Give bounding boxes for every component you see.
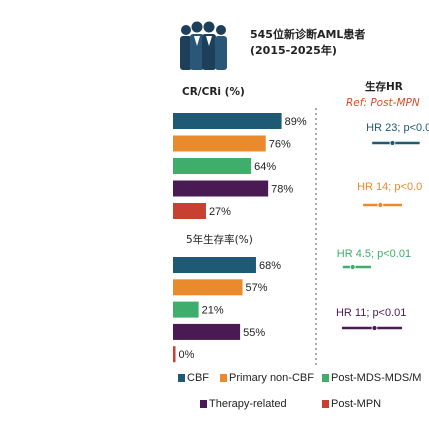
hr-label: HR 14; p<0.0: [357, 181, 422, 193]
value-label: 78%: [271, 183, 293, 195]
hr-point: [389, 140, 396, 146]
bar: [173, 158, 252, 174]
hr-title: 生存HR: [365, 80, 403, 93]
value-label: 64%: [254, 161, 276, 173]
header-subtitle: (2015-2025年): [250, 43, 337, 57]
hr-label: HR 23; p<0.0: [366, 122, 429, 134]
value-label: 21%: [202, 305, 224, 317]
hr-label: HR 11; p<0.01: [336, 307, 406, 319]
bar: [173, 346, 176, 363]
bar: [173, 113, 282, 129]
value-label: 89%: [285, 116, 307, 128]
value-label: 76%: [269, 138, 291, 150]
hr-label: HR 4.5; p<0.01: [337, 248, 411, 260]
bar: [173, 323, 241, 340]
bar: [173, 257, 256, 273]
legend-swatch: [178, 374, 185, 382]
hr-point: [377, 202, 384, 208]
hr-point: [349, 264, 356, 270]
legend-swatch: [200, 400, 207, 408]
legend-label: Primary non-CBF: [229, 372, 314, 384]
value-label: 57%: [246, 282, 268, 294]
bar: [173, 279, 243, 296]
header-title: 545位新诊断AML患者: [250, 27, 365, 41]
legend-swatch: [220, 374, 227, 382]
legend-label: CBF: [187, 372, 209, 384]
value-label: 0%: [179, 349, 195, 361]
bar: [173, 301, 199, 318]
legend-label: Post-MPN: [331, 398, 381, 410]
people-icon: [180, 21, 227, 70]
legend-swatch: [322, 374, 329, 382]
hr-point: [371, 325, 378, 331]
legend-label: Post-MDS-MDS/M: [331, 372, 421, 384]
survival-title: 5年生存率(%): [186, 233, 253, 246]
bar: [173, 135, 266, 152]
bar: [173, 203, 206, 219]
cr-title: CR/CRi (%): [182, 86, 245, 98]
value-label: 68%: [259, 260, 281, 272]
value-label: 55%: [243, 327, 265, 339]
bar: [173, 180, 269, 197]
hr-subtitle: Ref: Post-MPN: [346, 97, 420, 109]
legend-label: Therapy-related: [209, 398, 287, 410]
legend-swatch: [322, 400, 329, 408]
value-label: 27%: [209, 206, 231, 218]
